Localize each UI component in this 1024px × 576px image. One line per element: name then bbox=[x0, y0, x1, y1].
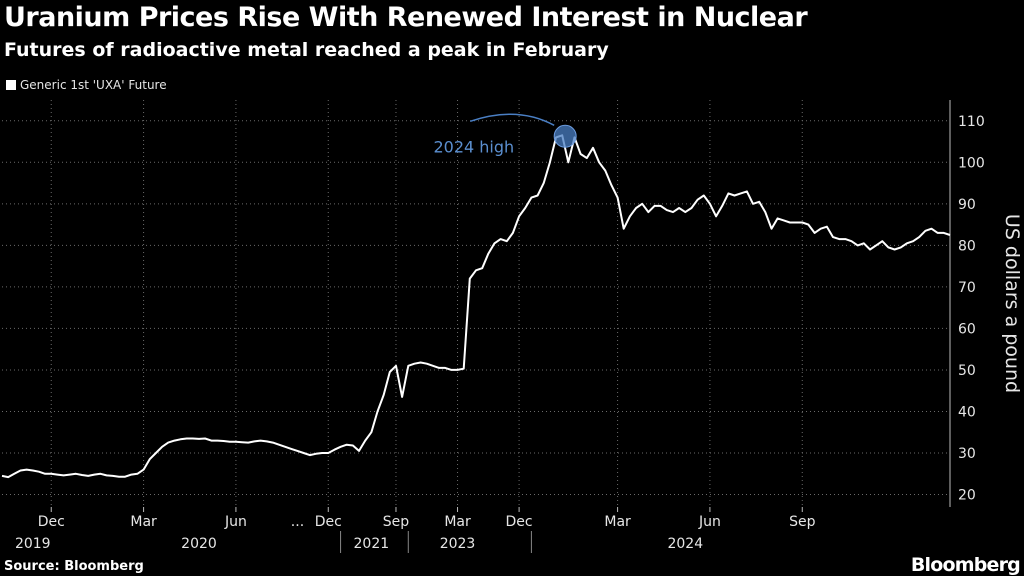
chart-title: Uranium Prices Rise With Renewed Interes… bbox=[4, 2, 808, 33]
year-label-2023: 2023 bbox=[440, 536, 476, 552]
x-tick-label-6: Mar bbox=[444, 514, 471, 530]
legend-label: Generic 1st 'UXA' Future bbox=[20, 78, 167, 92]
y-tick-label-20: 20 bbox=[958, 488, 976, 504]
x-tick-label-0: Dec bbox=[38, 514, 65, 530]
legend-swatch bbox=[6, 80, 16, 90]
y-tick-label-30: 30 bbox=[958, 446, 976, 462]
legend: Generic 1st 'UXA' Future bbox=[6, 78, 167, 92]
annotation-label: 2024 high bbox=[433, 137, 514, 156]
annotation-leader-line bbox=[469, 113, 555, 126]
series-line bbox=[1, 134, 951, 479]
year-label-2024: 2024 bbox=[667, 536, 703, 552]
annotation-peak-marker bbox=[553, 124, 577, 148]
bloomberg-logo: Bloomberg bbox=[910, 554, 1021, 576]
x-tick-label-5: Sep bbox=[383, 514, 410, 530]
x-tick-label-10: Sep bbox=[789, 514, 816, 530]
y-axis-label: US dollars a pound bbox=[1001, 214, 1023, 393]
x-tick-label-9: Jun bbox=[698, 514, 721, 530]
year-label-2021: 2021 bbox=[354, 536, 390, 552]
y-tick-label-110: 110 bbox=[958, 114, 985, 130]
year-label-2019: 2019 bbox=[15, 536, 51, 552]
y-tick-label-50: 50 bbox=[958, 363, 976, 379]
source-note: Source: Bloomberg bbox=[4, 559, 144, 574]
year-label-2020: 2020 bbox=[181, 536, 217, 552]
y-tick-label-70: 70 bbox=[958, 280, 976, 296]
x-tick-label-4: Dec bbox=[315, 514, 342, 530]
y-tick-label-60: 60 bbox=[958, 321, 976, 337]
y-tick-label-100: 100 bbox=[958, 155, 985, 171]
x-tick-label-1: Mar bbox=[130, 514, 157, 530]
y-tick-label-80: 80 bbox=[958, 238, 976, 254]
y-tick-label-90: 90 bbox=[958, 197, 976, 213]
x-tick-label-8: Mar bbox=[604, 514, 631, 530]
x-tick-label-7: Dec bbox=[506, 514, 533, 530]
x-tick-label-2: Jun bbox=[224, 514, 247, 530]
y-tick-label-40: 40 bbox=[958, 404, 976, 420]
chart-subtitle: Futures of radioactive metal reached a p… bbox=[4, 39, 609, 61]
x-tick-label-3: ... bbox=[291, 514, 304, 530]
